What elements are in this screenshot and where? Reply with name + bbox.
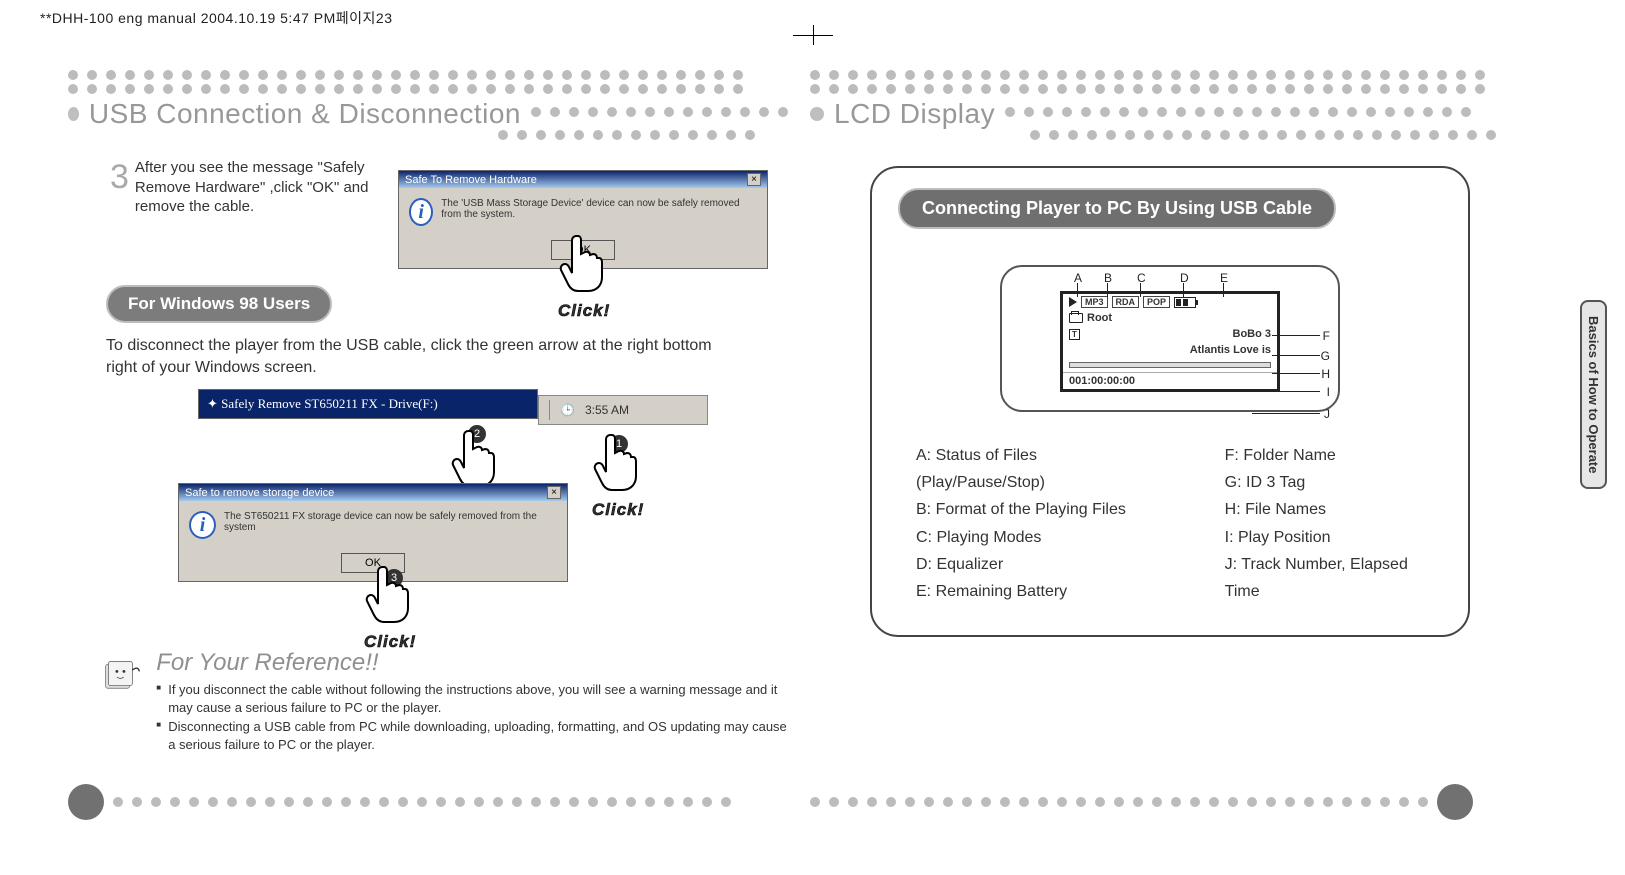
indicator-i: I [1327,385,1330,399]
step-3: 3 After you see the message "Safely Remo… [110,158,400,217]
section-title: USB Connection & Disconnection [89,98,521,130]
tray-clock: 3:55 AM [585,403,629,417]
close-icon[interactable]: × [747,173,761,186]
indicator-d: D [1180,271,1189,285]
folder-icon [1069,313,1083,323]
top-dots [68,70,788,94]
lcd-file: Atlantis Love is [1190,344,1271,356]
dialog-message: The 'USB Mass Storage Device' device can… [441,198,757,220]
indicator-a: A [1074,271,1082,285]
lcd-folder: Root [1087,312,1112,324]
lcd-tag-rda: RDA [1112,296,1140,308]
click-hand-icon: Click! [558,230,604,298]
lcd-tag-mp3: MP3 [1081,296,1108,308]
lcd-screen: MP3 RDA POP Root T BoBo 3 Atlantis Love … [1060,291,1280,392]
lcd-tag-pop: POP [1143,296,1170,308]
indicator-c: C [1137,271,1146,285]
indicator-b: B [1104,271,1112,285]
step-text: After you see the message "Safely Remove… [135,158,400,217]
position-bar [1069,362,1271,368]
reference-list: If you disconnect the cable without foll… [156,681,788,753]
bottom-dots [810,784,1473,820]
close-icon[interactable]: × [547,486,561,499]
reference-box: For Your Reference!! If you disconnect t… [100,649,788,755]
reference-title: For Your Reference!! [156,649,788,677]
connect-pill: Connecting Player to PC By Using USB Cab… [898,188,1336,229]
indicator-j: J [1324,407,1330,421]
remove-menu: ✦ Safely Remove ST650211 FX - Drive(F:) [198,389,538,419]
doc-header: **DHH-100 eng manual 2004.10.19 5:47 PM페… [40,8,393,28]
bottom-dots [68,784,731,820]
legend-item: E: Remaining Battery [916,578,1165,605]
remove-menu-text[interactable]: Safely Remove ST650211 FX - Drive(F:) [221,396,438,411]
lcd-track: 001:00:00:00 [1069,375,1135,387]
click-label: Click! [364,632,410,652]
crop-mark-icon [793,25,833,45]
click-label: Click! [558,301,604,321]
legend-item: H: File Names [1225,496,1442,523]
indicator-g: G [1321,349,1330,363]
top-dots [810,70,1530,94]
info-icon: i [409,198,433,226]
legend-item: G: ID 3 Tag [1225,469,1442,496]
legend-item: F: Folder Name [1225,442,1442,469]
click-label: Click! [592,500,638,520]
step-number: 3 [110,158,129,217]
tag-icon: T [1069,329,1080,340]
legend-item: B: Format of the Playing Files [916,496,1165,523]
system-tray: 🕒 3:55 AM [538,395,708,425]
info-icon: i [189,511,216,539]
play-icon [1069,297,1077,307]
book-mascot-icon [100,649,142,705]
legend-item: A: Status of Files (Play/Pause/Stop) [916,442,1165,496]
battery-icon [1174,297,1196,308]
indicator-e: E [1220,271,1228,285]
legend-item: C: Playing Modes [916,524,1165,551]
lcd-id3: BoBo 3 [1233,328,1272,340]
side-tab: Basics of How to Operate [1580,300,1607,489]
win98-pill: For Windows 98 Users [106,285,332,323]
win98-text: To disconnect the player from the USB ca… [106,335,746,380]
lcd-frame: A B C D E MP3 RDA POP Root T BoBo 3 At [1000,265,1340,412]
lead-dot-icon [68,107,79,121]
dialog-title: Safe To Remove Hardware [405,174,537,186]
title-row: USB Connection & Disconnection [68,98,788,130]
dialog-message: The ST650211 FX storage device can now b… [224,511,557,533]
legend-item: J: Track Number, Elapsed Time [1225,551,1442,605]
indicator-h: H [1321,367,1330,381]
lcd-legend: A: Status of Files (Play/Pause/Stop)B: F… [916,442,1442,605]
dialog-title: Safe to remove storage device [185,487,334,499]
right-page: LCD Display Connecting Player to PC By U… [810,70,1530,820]
legend-item: D: Equalizer [916,551,1165,578]
section-title: LCD Display [834,98,995,130]
indicator-f: F [1323,329,1330,343]
reference-item: Disconnecting a USB cable from PC while … [156,718,788,753]
reference-item: If you disconnect the cable without foll… [156,681,788,716]
click-hand-icon: Click! [592,429,638,497]
lead-dot-icon [810,107,824,121]
lcd-card: Connecting Player to PC By Using USB Cab… [870,166,1470,637]
dialog-titlebar: Safe To Remove Hardware × [399,171,767,188]
left-page: USB Connection & Disconnection 3 After y… [68,70,788,820]
legend-item: I: Play Position [1225,524,1442,551]
click-hand-icon: Click! [364,561,410,629]
